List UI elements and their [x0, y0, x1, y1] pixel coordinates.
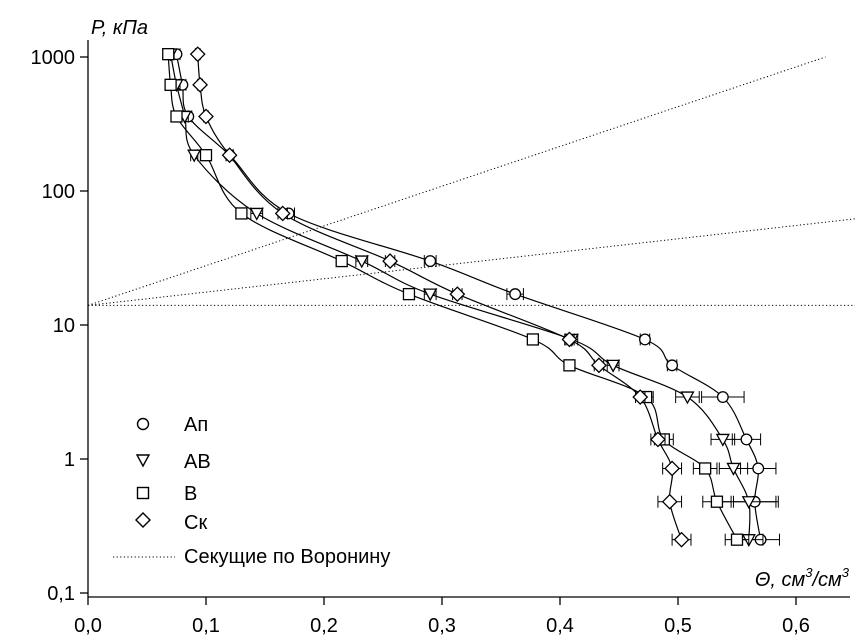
- ticks: 0,0 0,1 0,2 0,3 0,4 0,5 0,6 0,1 1 10 100 1000: [31, 47, 810, 637]
- data-point-diamond: [274, 205, 291, 222]
- data-point-triangle: [187, 149, 202, 163]
- data-point-square: [710, 495, 724, 508]
- data-point-circle: [509, 288, 522, 301]
- data-point-square: [526, 333, 540, 346]
- data-point-triangle: [606, 359, 621, 373]
- legend-label: В: [184, 483, 197, 505]
- x-axis-label: Θ, см3/см3: [755, 565, 850, 591]
- x-tick-label: 0,3: [428, 615, 456, 637]
- x-tick-label: 0,4: [546, 615, 574, 637]
- data-point-triangle: [680, 391, 695, 405]
- data-point-diamond: [192, 76, 209, 93]
- curve-series-3: [197, 54, 683, 540]
- secant-line-1: [87, 218, 855, 306]
- x-tick-label: 0,1: [192, 615, 220, 637]
- legend-square-icon: [136, 486, 150, 500]
- secant-line-0: [87, 56, 826, 306]
- data-point-triangle: [249, 207, 264, 221]
- data-point-diamond: [661, 493, 678, 510]
- data-point-diamond: [449, 286, 466, 303]
- data-point-circle: [639, 333, 651, 346]
- curve-series-0: [175, 54, 762, 540]
- y-tick-label: 100: [42, 181, 75, 203]
- data-point-triangle: [741, 496, 756, 510]
- data-point-circle: [716, 391, 729, 403]
- data-point-diamond: [561, 331, 578, 348]
- data-point-circle: [666, 359, 679, 372]
- y-tick-label: 0,1: [47, 583, 75, 605]
- x-tick-label: 0,2: [310, 615, 338, 637]
- data-point-diamond: [650, 431, 666, 448]
- legend-label: Ск: [184, 512, 207, 534]
- data-point-diamond: [664, 460, 681, 477]
- data-point-diamond: [221, 147, 238, 164]
- data-point-square: [402, 287, 416, 301]
- legend-label: Ап: [184, 414, 208, 436]
- fitted-curves: [167, 54, 762, 540]
- legend-triangle-down-icon: [135, 454, 151, 468]
- data-point-square: [563, 359, 576, 372]
- legend-item-ap: Ап: [136, 414, 208, 436]
- data-point-triangle: [354, 255, 369, 269]
- y-tick-label: 1: [64, 449, 75, 471]
- data-point-diamond: [591, 357, 607, 374]
- data-point-diamond: [382, 253, 398, 269]
- data-point-triangle: [726, 462, 741, 476]
- data-point-circle: [752, 462, 765, 475]
- legend-circle-icon: [136, 417, 150, 431]
- data-point-diamond: [673, 531, 690, 548]
- legend-item-sk: Ск: [135, 512, 207, 534]
- legend-label: АВ: [184, 451, 211, 473]
- legend-item-secants: Секущие по Воронину: [113, 546, 390, 568]
- data-point-square: [170, 110, 183, 123]
- data-point-square: [235, 207, 248, 220]
- data-point-square: [162, 48, 175, 61]
- legend-item-av: АВ: [135, 451, 211, 473]
- y-axis-label: P, кПа: [91, 17, 148, 39]
- x-tick-label: 0,5: [664, 615, 692, 637]
- data-point-square: [164, 78, 177, 91]
- legend-item-v: В: [136, 483, 197, 505]
- data-point-circle: [424, 255, 437, 268]
- y-tick-label: 1000: [31, 47, 76, 69]
- legend-diamond-icon: [135, 512, 151, 528]
- data-point-circle: [740, 433, 753, 446]
- data-point-square: [730, 533, 744, 546]
- legend: Ап АВ В Ск Секущие по Воронину: [113, 414, 390, 568]
- secant-lines: [87, 56, 855, 306]
- data-point-diamond: [632, 389, 649, 405]
- data-markers: [162, 46, 780, 548]
- y-tick-label: 10: [53, 315, 75, 337]
- data-point-square: [335, 254, 348, 268]
- legend-label: Секущие по Воронину: [184, 546, 390, 568]
- data-point-diamond: [198, 108, 214, 125]
- data-point-triangle: [423, 288, 438, 302]
- data-point-diamond: [189, 46, 206, 63]
- curve-series-2: [167, 54, 738, 540]
- data-point-square: [698, 462, 712, 475]
- curve-series-1: [170, 54, 751, 540]
- data-point-triangle: [715, 433, 730, 447]
- x-tick-label: 0,0: [74, 615, 102, 637]
- x-tick-label: 0,6: [782, 615, 810, 637]
- data-point-square: [199, 149, 213, 162]
- axes: [87, 40, 850, 598]
